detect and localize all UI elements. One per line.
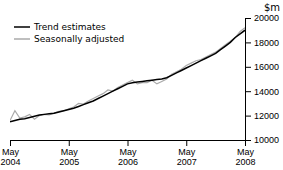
- y-tick-label: 14000: [254, 87, 279, 97]
- series-line: [10, 30, 245, 122]
- y-tick-mark: [245, 140, 251, 141]
- x-tick-mark: [186, 140, 187, 146]
- legend: Trend estimates Seasonally adjusted: [14, 22, 124, 44]
- legend-label: Seasonally adjusted: [34, 34, 124, 44]
- y-tick-label: 20000: [254, 13, 279, 23]
- y-tick: 14000: [245, 87, 279, 97]
- plot: May2004May2005May2006May2007May200810000…: [0, 13, 279, 167]
- legend-item: Seasonally adjusted: [14, 34, 124, 44]
- y-axis-label: $m: [264, 2, 280, 13]
- x-axis: May2004 May2005 May2006 May2007 May2008: [0, 140, 255, 167]
- x-tick: May2004: [0, 140, 20, 167]
- x-tick-label: May2007: [177, 147, 197, 167]
- x-tick-label: May2008: [235, 147, 255, 167]
- x-tick-mark: [69, 140, 70, 146]
- y-tick-label: 12000: [254, 111, 279, 121]
- y-tick-mark: [245, 91, 251, 92]
- y-tick-mark: [245, 18, 251, 19]
- x-tick-label: May2006: [118, 147, 138, 167]
- x-tick-label: May2005: [59, 147, 79, 167]
- x-tick: May2006: [118, 140, 138, 167]
- x-tick-mark: [128, 140, 129, 146]
- x-tick-mark: [10, 140, 11, 146]
- x-tick-label: May2004: [0, 147, 20, 167]
- y-tick: 16000: [245, 62, 279, 72]
- x-tick: May2007: [177, 140, 197, 167]
- y-axis-line: [245, 19, 246, 141]
- legend-item: Trend estimates: [14, 22, 106, 32]
- y-tick: 18000: [245, 38, 279, 48]
- y-axis: 10000 12000 14000 16000 18000 20000: [245, 13, 279, 145]
- y-tick-mark: [245, 67, 251, 68]
- y-tick-label: 10000: [254, 135, 279, 145]
- lines: [10, 28, 245, 122]
- y-tick: 20000: [245, 13, 279, 23]
- y-tick-label: 16000: [254, 62, 279, 72]
- y-tick: 10000: [245, 135, 279, 145]
- y-tick-label: 18000: [254, 38, 279, 48]
- legend-swatch: [14, 38, 30, 40]
- x-tick: May2008: [235, 140, 255, 167]
- y-tick-mark: [245, 116, 251, 117]
- legend-swatch: [14, 26, 30, 28]
- x-tick: May2005: [59, 140, 79, 167]
- chart: May2004May2005May2006May2007May200810000…: [0, 0, 283, 170]
- series-line: [10, 28, 245, 121]
- legend-label: Trend estimates: [33, 22, 106, 32]
- y-tick-mark: [245, 42, 251, 43]
- y-tick: 12000: [245, 111, 279, 121]
